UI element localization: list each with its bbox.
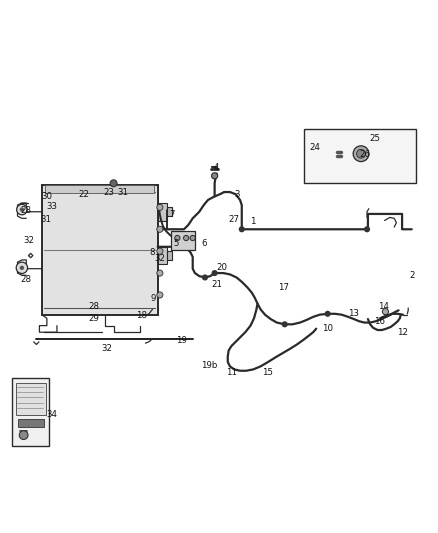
- Circle shape: [175, 236, 180, 241]
- Circle shape: [212, 270, 218, 276]
- Bar: [158, 203, 167, 221]
- Circle shape: [364, 226, 370, 232]
- Circle shape: [190, 236, 195, 241]
- Text: 28: 28: [88, 302, 100, 311]
- Text: 23: 23: [103, 189, 114, 197]
- Text: 26: 26: [359, 150, 370, 159]
- Text: 4: 4: [213, 164, 219, 173]
- Circle shape: [157, 292, 163, 298]
- Text: 20: 20: [216, 263, 227, 272]
- Text: 5: 5: [174, 239, 179, 248]
- Text: 7: 7: [170, 211, 175, 219]
- Bar: [18, 419, 44, 427]
- Text: 25: 25: [369, 134, 380, 143]
- Text: 11: 11: [226, 368, 237, 377]
- Text: 3: 3: [235, 190, 240, 199]
- Circle shape: [17, 204, 27, 215]
- Text: 27: 27: [229, 215, 240, 224]
- Text: 17: 17: [278, 283, 290, 292]
- Circle shape: [157, 270, 163, 276]
- Bar: [45, 185, 154, 193]
- Circle shape: [157, 204, 163, 211]
- Bar: [158, 247, 167, 264]
- Bar: [304, 128, 416, 183]
- Circle shape: [110, 180, 117, 187]
- Circle shape: [357, 149, 365, 158]
- Text: 30: 30: [42, 192, 53, 201]
- Bar: [171, 231, 195, 250]
- Circle shape: [325, 311, 331, 317]
- Text: 8: 8: [150, 248, 155, 257]
- Text: 34: 34: [46, 410, 57, 419]
- Bar: [16, 383, 46, 415]
- Bar: [42, 185, 158, 314]
- Bar: [167, 251, 172, 260]
- Text: 28: 28: [21, 275, 32, 284]
- Circle shape: [212, 173, 218, 179]
- Text: 29: 29: [89, 314, 99, 322]
- Text: 19: 19: [177, 336, 187, 344]
- Text: 31: 31: [117, 189, 128, 197]
- Circle shape: [202, 274, 208, 280]
- Text: 10: 10: [322, 324, 333, 333]
- Text: 19b: 19b: [201, 360, 218, 369]
- Text: 14: 14: [378, 302, 389, 311]
- Circle shape: [157, 248, 163, 254]
- Text: 18: 18: [135, 311, 147, 320]
- Text: 15: 15: [261, 368, 273, 377]
- Circle shape: [184, 236, 189, 241]
- Text: 21: 21: [211, 280, 223, 289]
- Text: 24: 24: [309, 143, 320, 152]
- Circle shape: [382, 309, 389, 314]
- Text: 31: 31: [40, 215, 52, 224]
- Text: 12: 12: [397, 328, 409, 337]
- Text: 13: 13: [348, 309, 360, 318]
- Bar: [167, 207, 172, 216]
- Text: 22: 22: [78, 190, 90, 199]
- Text: 2: 2: [409, 271, 414, 280]
- Text: 32: 32: [154, 254, 166, 263]
- Text: 16: 16: [374, 317, 385, 326]
- Circle shape: [282, 321, 288, 327]
- Text: 33: 33: [46, 201, 57, 211]
- Circle shape: [16, 262, 28, 273]
- Circle shape: [19, 431, 28, 440]
- Text: 6: 6: [201, 239, 206, 248]
- Text: 28: 28: [21, 206, 32, 215]
- Circle shape: [20, 265, 24, 270]
- Circle shape: [239, 226, 245, 232]
- Circle shape: [20, 207, 24, 212]
- Text: 1: 1: [250, 217, 255, 227]
- Bar: [12, 378, 49, 446]
- Text: 32: 32: [102, 344, 113, 353]
- Text: 9: 9: [151, 294, 156, 303]
- Circle shape: [353, 146, 369, 161]
- Text: 32: 32: [23, 236, 34, 245]
- Circle shape: [157, 226, 163, 232]
